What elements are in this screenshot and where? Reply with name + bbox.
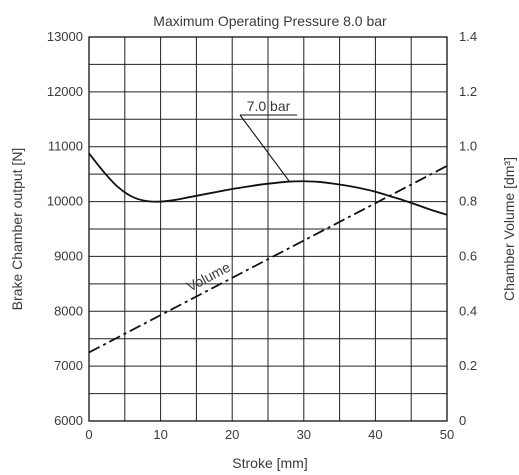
x-axis-label: Stroke [mm] bbox=[232, 455, 307, 471]
y-axis-label-right: Chamber Volume [dm³] bbox=[501, 157, 517, 301]
annotation-pressure-label: 7.0 bar bbox=[247, 98, 291, 114]
y2-tick-label: 0.4 bbox=[459, 303, 477, 318]
y-tick-label: 7000 bbox=[54, 358, 83, 373]
series-layer bbox=[88, 152, 448, 354]
y2-tick-label: 1.4 bbox=[459, 29, 477, 44]
y-tick-label: 9000 bbox=[54, 248, 83, 263]
y-tick-label: 10000 bbox=[47, 194, 83, 209]
volume-series-line bbox=[88, 165, 448, 354]
x-tick-label: 10 bbox=[153, 427, 167, 442]
y-axis-label-left: Brake Chamber output [N] bbox=[9, 148, 25, 311]
annotation-volume-label: Volume bbox=[184, 259, 233, 295]
y-tick-label: 8000 bbox=[54, 303, 83, 318]
annotations: 7.0 bar Volume bbox=[184, 98, 297, 294]
y2-tick-label: 0.8 bbox=[459, 194, 477, 209]
x-tick-label: 50 bbox=[440, 427, 454, 442]
chart-title: Maximum Operating Pressure 8.0 bar bbox=[153, 13, 387, 29]
y-tick-label: 13000 bbox=[47, 29, 83, 44]
x-tick-label: 30 bbox=[297, 427, 311, 442]
y-tick-label: 6000 bbox=[54, 413, 83, 428]
y2-tick-label: 0.6 bbox=[459, 248, 477, 263]
x-tick-label: 20 bbox=[225, 427, 239, 442]
grid bbox=[88, 36, 448, 422]
tick-labels: 0 10 20 30 40 50 6000 7000 8000 9000 10000 11000 120… bbox=[47, 29, 477, 442]
y-tick-label: 11000 bbox=[48, 139, 83, 154]
y2-tick-label: 1.2 bbox=[459, 84, 477, 99]
annotation-leader-line bbox=[239, 114, 290, 182]
y2-tick-label: 1.0 bbox=[459, 139, 477, 154]
x-tick-label: 0 bbox=[85, 427, 92, 442]
plot-frame bbox=[88, 36, 448, 422]
y-tick-label: 12000 bbox=[47, 84, 83, 99]
y2-tick-label: 0 bbox=[459, 413, 466, 428]
y2-tick-label: 0.2 bbox=[459, 358, 477, 373]
x-tick-label: 40 bbox=[368, 427, 382, 442]
